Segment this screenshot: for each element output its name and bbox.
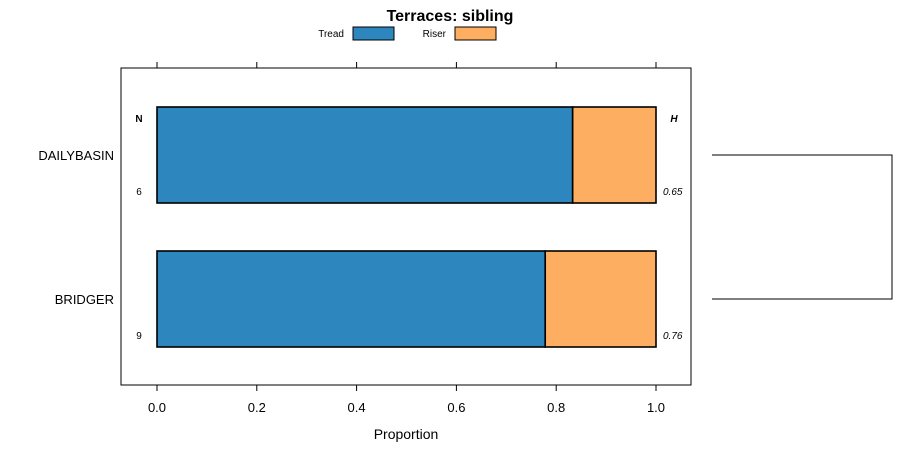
legend-swatch xyxy=(454,26,497,41)
bar-riser xyxy=(571,106,657,204)
h-header: H xyxy=(670,114,678,125)
annotations: N H 6 9 0.65 0.76 xyxy=(135,114,683,342)
bars: DAILYBASIN BRIDGER xyxy=(38,106,657,348)
x-tick-label: 0.8 xyxy=(547,400,565,415)
legend: Tread Riser xyxy=(318,26,497,41)
bar-tread xyxy=(156,106,574,204)
plot-panel xyxy=(120,67,692,386)
n-header: N xyxy=(135,114,142,125)
h-value: 0.76 xyxy=(663,331,683,342)
x-tick-label: 1.0 xyxy=(647,400,665,415)
x-axis: 0.0 0.2 0.4 0.6 0.8 1.0 xyxy=(148,62,665,415)
dendrogram xyxy=(712,154,893,300)
bar-riser xyxy=(544,250,657,348)
n-value: 6 xyxy=(136,187,142,198)
x-tick-label: 0.6 xyxy=(447,400,465,415)
legend-label: Tread xyxy=(318,29,344,40)
chart-title: Terraces: sibling xyxy=(387,8,514,25)
h-value: 0.65 xyxy=(663,187,683,198)
legend-swatch xyxy=(352,26,395,41)
legend-label: Riser xyxy=(423,29,447,40)
x-tick-label: 0.0 xyxy=(148,400,166,415)
category-label: DAILYBASIN xyxy=(38,148,114,163)
dendrogram-branch xyxy=(712,154,893,300)
n-value: 9 xyxy=(136,331,142,342)
x-tick-label: 0.2 xyxy=(248,400,266,415)
x-axis-label: Proportion xyxy=(374,426,439,442)
x-tick-label: 0.4 xyxy=(348,400,366,415)
bar-tread xyxy=(156,250,547,348)
category-label: BRIDGER xyxy=(55,292,114,307)
